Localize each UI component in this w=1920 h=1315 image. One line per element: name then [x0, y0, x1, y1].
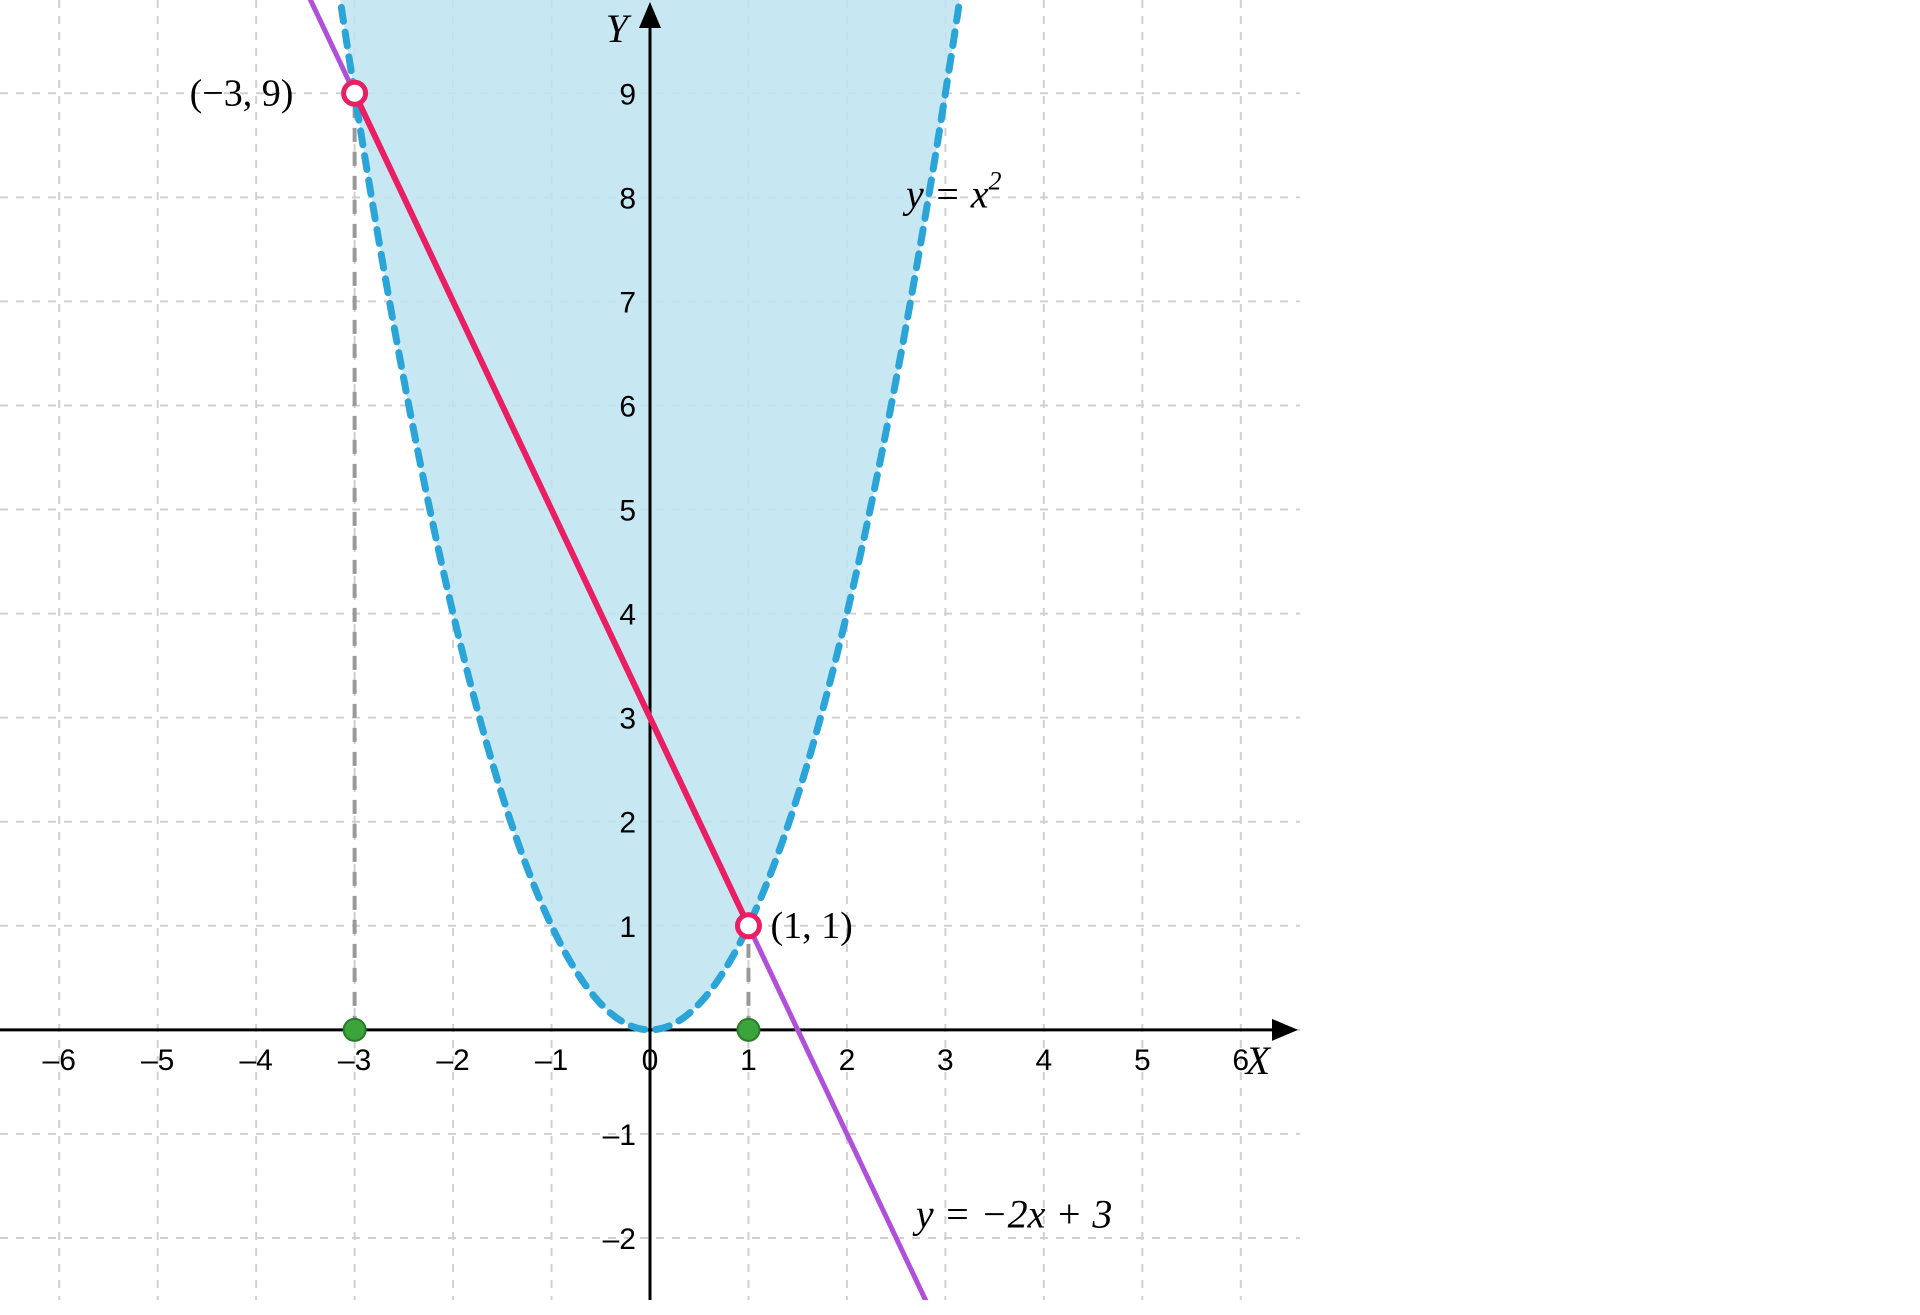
x-tick-label: –5 — [141, 1044, 174, 1077]
y-tick-label: 9 — [619, 78, 636, 111]
x-axis-label: X — [1244, 1038, 1272, 1083]
x-tick-label: 0 — [642, 1044, 659, 1077]
x-tick-label: 3 — [937, 1044, 954, 1077]
chart-container: –6–5–4–3–2–10123456–2–1123456789(−3, 9)(… — [0, 0, 1300, 1300]
y-tick-label: –2 — [603, 1223, 636, 1256]
y-tick-label: 1 — [619, 911, 636, 944]
parabola-label: y = x2 — [902, 167, 1002, 217]
y-tick-label: 8 — [619, 182, 636, 215]
x-tick-label: –3 — [338, 1044, 371, 1077]
axis-point — [737, 1019, 759, 1041]
y-tick-label: 6 — [619, 390, 636, 423]
x-tick-label: –4 — [239, 1044, 272, 1077]
x-tick-label: 5 — [1134, 1044, 1151, 1077]
y-tick-label: 2 — [619, 807, 636, 840]
y-tick-label: 7 — [619, 286, 636, 319]
y-tick-label: 3 — [619, 703, 636, 736]
y-tick-label: –1 — [603, 1119, 636, 1152]
function-plot: –6–5–4–3–2–10123456–2–1123456789(−3, 9)(… — [0, 0, 1300, 1300]
x-tick-label: –1 — [535, 1044, 568, 1077]
y-tick-label: 4 — [619, 599, 636, 632]
y-axis-label: Y — [606, 6, 632, 51]
x-tick-label: 1 — [740, 1044, 757, 1077]
intersection-point — [737, 915, 759, 937]
axis-point — [344, 1019, 366, 1041]
x-tick-label: 4 — [1036, 1044, 1053, 1077]
x-tick-label: –6 — [43, 1044, 76, 1077]
intersection-point — [344, 82, 366, 104]
point-label: (1, 1) — [770, 905, 852, 947]
y-tick-label: 5 — [619, 495, 636, 528]
point-label: (−3, 9) — [190, 72, 294, 114]
x-tick-label: –2 — [436, 1044, 469, 1077]
line-label: y = −2x + 3 — [912, 1192, 1112, 1237]
x-tick-label: 2 — [839, 1044, 856, 1077]
